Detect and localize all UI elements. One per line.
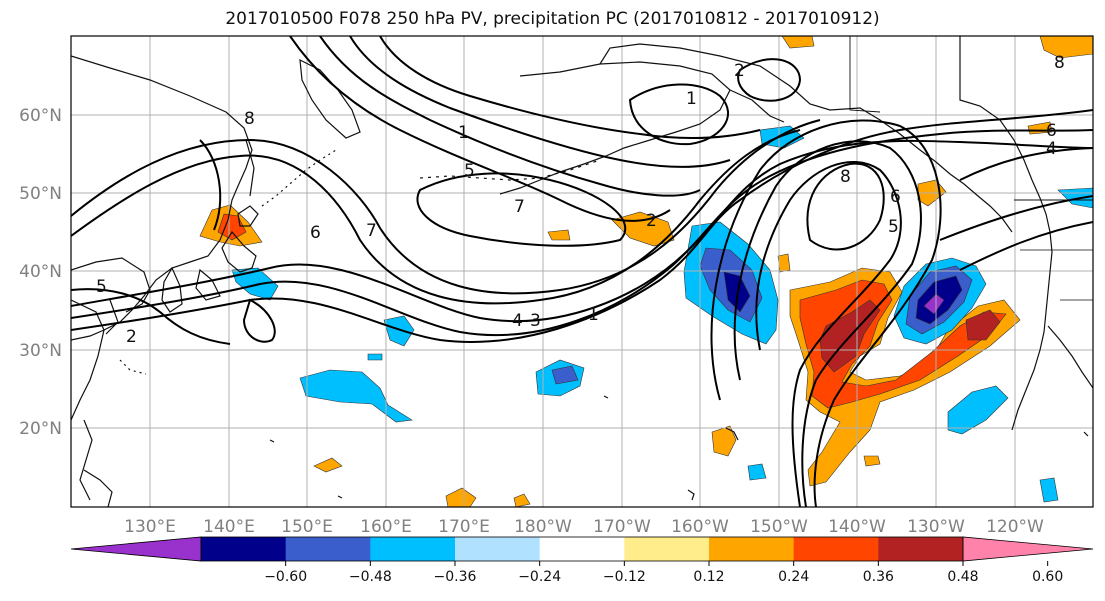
contour-label: 7 [366,221,377,241]
lon-label: 160°W [671,517,729,537]
contour-label: 1 [588,305,599,325]
anomaly-negative-130w-peak [923,293,945,315]
anomaly-positive-small-4 [777,253,791,273]
colorbar-tick-label: −0.24 [518,569,561,585]
lon-label: 120°W [986,517,1044,537]
contour-label: 2 [734,61,745,81]
lon-label: 140°E [203,517,255,537]
lon-label: 130°W [907,517,965,537]
anomaly-positive-175w [547,229,571,241]
coastlines [71,36,1093,507]
anomaly-positive-small-3 [513,493,531,507]
anomaly-positive-hawaii [711,425,737,457]
lon-label: 180°W [514,517,572,537]
anomaly-negative-175w-core [551,365,579,385]
colorbar-tick-label: −0.60 [264,569,307,585]
anomaly-positive-small-5 [863,455,881,467]
anomaly-positive-north-1 [781,36,815,49]
contour-label: 8 [1054,53,1065,73]
anomaly-negative-small-1 [747,463,767,481]
anomaly-negative-160e [299,369,413,423]
anomaly-positive-north-2 [1039,36,1093,59]
contour-label: 7 [514,197,525,217]
lat-label-20n: 20°N [19,419,62,439]
anomaly-positive-small-2 [445,487,477,507]
contour-labels: 8 6 7 1 5 2 5 2 4 3 1 1 2 8 7 6 5 6 4 8 [96,53,1065,347]
lon-label: 150°E [281,517,333,537]
colorbar-swatch [709,537,795,561]
map-title: 2017010500 F078 250 hPa PV, precipitatio… [225,9,880,29]
colorbar: −0.60 −0.48 −0.36 −0.24 −0.12 0.12 0.24 0.36 0.4… [70,536,1094,585]
colorbar-tick-label: −0.48 [349,569,392,585]
anomaly-negative-125w-south [947,385,1009,435]
contour-label: 3 [530,311,541,331]
colorbar-tick-label: 0.24 [778,569,809,585]
colorbar-tick-label: 0.36 [863,569,894,585]
colorbar-tick-label: 0.12 [693,569,724,585]
contour-label: 8 [840,167,851,187]
colorbar-swatch [793,537,879,561]
contour-label: 6 [1046,121,1057,141]
longitude-labels: 130°E 140°E 150°E 160°E 170°E 180°W 170°… [124,517,1044,537]
contour-label: 1 [458,123,469,143]
contour-label: 2 [646,211,657,231]
colorbar-tick-label: 0.60 [1032,569,1063,585]
colorbar-tick-label: −0.12 [603,569,646,585]
colorbar-tick-label: 0.48 [947,569,978,585]
contour-label: 5 [96,277,107,297]
contour-label: 5 [888,217,899,237]
anomaly-negative-small-3 [367,353,383,361]
contour-label: 4 [1046,139,1057,159]
colorbar-swatch [455,537,541,561]
plot-border [70,35,1094,508]
colorbar-frame [200,536,964,562]
contour-label: 6 [890,187,901,207]
lon-label: 160°E [360,517,412,537]
colorbar-swatch [624,537,710,561]
anomaly-positive-125w-core [965,309,1001,341]
anomaly-negative-small-2 [1039,477,1059,503]
lon-label: 170°E [438,517,490,537]
lat-label-50n: 50°N [19,184,62,204]
lat-label-40n: 40°N [19,262,62,282]
pv-contours [71,36,1093,507]
lon-label: 140°W [828,517,886,537]
latitude-labels: 60°N 50°N 40°N 30°N 20°N [19,106,62,439]
contour-label: 6 [310,223,321,243]
colorbar-swatch [539,537,625,561]
colorbar-swatch [370,537,456,561]
lon-label: 150°W [750,517,808,537]
lat-label-60n: 60°N [19,106,62,126]
contour-label: 1 [686,89,697,109]
colorbar-swatch [201,537,287,561]
contour-label: 8 [244,109,255,129]
colorbar-tick-label: −0.36 [434,569,477,585]
colorbar-swatch [878,537,964,561]
lon-label: 170°W [593,517,651,537]
anomaly-negative-160e-north [383,315,415,347]
colorbar-swatch [285,537,371,561]
anomaly-negative-japan-south [231,267,279,301]
colorbar-extend-high [962,536,1094,562]
colorbar-extend-low [70,536,202,562]
contour-label: 2 [126,327,137,347]
contour-label: 4 [512,311,523,331]
contour-label: 5 [464,161,475,181]
lat-label-30n: 30°N [19,341,62,361]
lon-label: 130°E [124,517,176,537]
anomaly-positive-small-1 [313,457,343,473]
